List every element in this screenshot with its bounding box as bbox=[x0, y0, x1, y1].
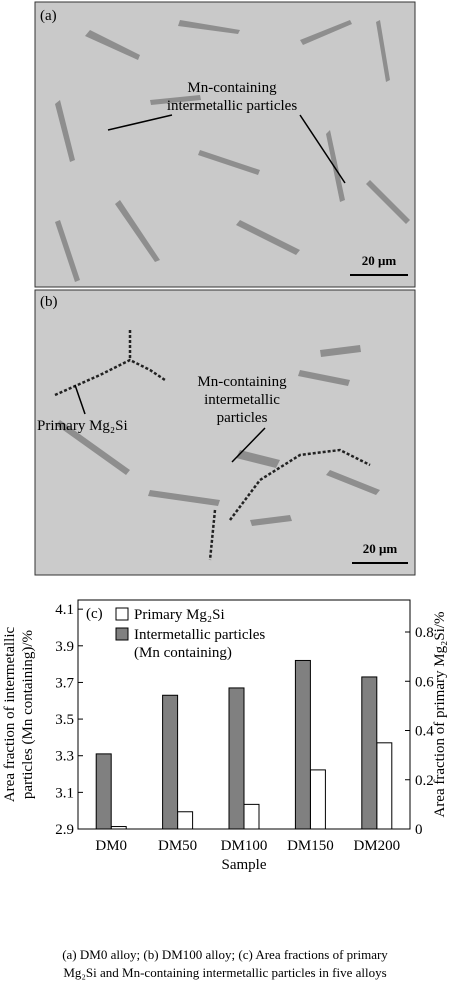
annotation: Primary Mg₂Si bbox=[37, 418, 128, 434]
bar bbox=[294, 659, 311, 830]
arrow bbox=[299, 114, 346, 184]
arrow bbox=[107, 114, 173, 131]
panel-label: (a) bbox=[40, 8, 57, 24]
micrograph-b: (b) Primary Mg₂Si Mn-containing intermet… bbox=[34, 289, 416, 576]
bar bbox=[110, 826, 127, 830]
y2-tick-label: 0.8 bbox=[415, 625, 434, 641]
y-axis-label: particles (Mn containing)/% bbox=[20, 630, 36, 799]
y2-axis-label: Area fraction of primary Mg₂Si/% bbox=[432, 611, 448, 817]
chart: 2.9 3.1 3.3 3.5 3.7 3.9 4.1 0 0.2 0.4 0.6 0.8 DM0 DM5… bbox=[2, 599, 448, 873]
arrow bbox=[74, 384, 86, 415]
x-tick-label: DM50 bbox=[158, 838, 197, 854]
bar bbox=[361, 676, 378, 830]
scale-label: 20 μm bbox=[363, 541, 398, 556]
legend-label: Primary Mg₂Si bbox=[134, 607, 225, 623]
y-tick-label: 3.7 bbox=[55, 675, 74, 691]
caption: (a) DM0 alloy; (b) DM100 alloy; (c) Area… bbox=[62, 947, 388, 962]
x-tick-label: DM150 bbox=[287, 838, 334, 854]
y-tick-label: 4.1 bbox=[55, 602, 74, 618]
x-tick-label: DM100 bbox=[221, 838, 268, 854]
annotation: intermetallic bbox=[204, 392, 280, 408]
annotation: Mn-containing bbox=[187, 80, 277, 96]
legend-swatch bbox=[115, 607, 129, 621]
y2-tick-label: 0 bbox=[415, 822, 423, 838]
y2-tick-label: 0.2 bbox=[415, 773, 434, 789]
bar bbox=[228, 687, 245, 830]
bar bbox=[243, 803, 260, 830]
y-tick-label: 3.9 bbox=[55, 639, 74, 655]
arrow bbox=[231, 427, 266, 463]
legend-label: Intermetallic particles (Mn containing) bbox=[134, 627, 265, 661]
bar bbox=[95, 753, 112, 830]
y-tick-label: 2.9 bbox=[55, 822, 74, 838]
y-tick-label: 3.3 bbox=[55, 749, 74, 765]
x-tick-label: DM200 bbox=[353, 838, 400, 854]
y-tick-label: 3.5 bbox=[55, 712, 74, 728]
x-tick-label: DM0 bbox=[95, 838, 127, 854]
caption: Mg₂Si and Mn-containing intermetallic pa… bbox=[63, 965, 386, 980]
y-tick-label: 3.1 bbox=[55, 785, 74, 801]
scale-label: 20 μm bbox=[362, 253, 397, 268]
micrograph-a: (a) Mn-containing intermetallic particle… bbox=[34, 1, 416, 288]
x-axis-label: Sample bbox=[222, 857, 267, 873]
annotation: Mn-containing bbox=[197, 374, 287, 390]
legend-swatch bbox=[115, 627, 129, 641]
bar bbox=[309, 769, 326, 830]
y2-tick-label: 0.4 bbox=[415, 724, 434, 740]
bar bbox=[376, 742, 393, 830]
annotation: particles bbox=[217, 410, 268, 426]
bar bbox=[177, 811, 194, 830]
panel-label: (b) bbox=[40, 294, 58, 310]
annotation: intermetallic particles bbox=[167, 98, 298, 114]
y2-tick-label: 0.6 bbox=[415, 674, 434, 690]
bar bbox=[162, 694, 179, 830]
panel-label: (c) bbox=[86, 606, 103, 622]
y-axis-label: Area fraction of intermetallic bbox=[2, 626, 18, 802]
